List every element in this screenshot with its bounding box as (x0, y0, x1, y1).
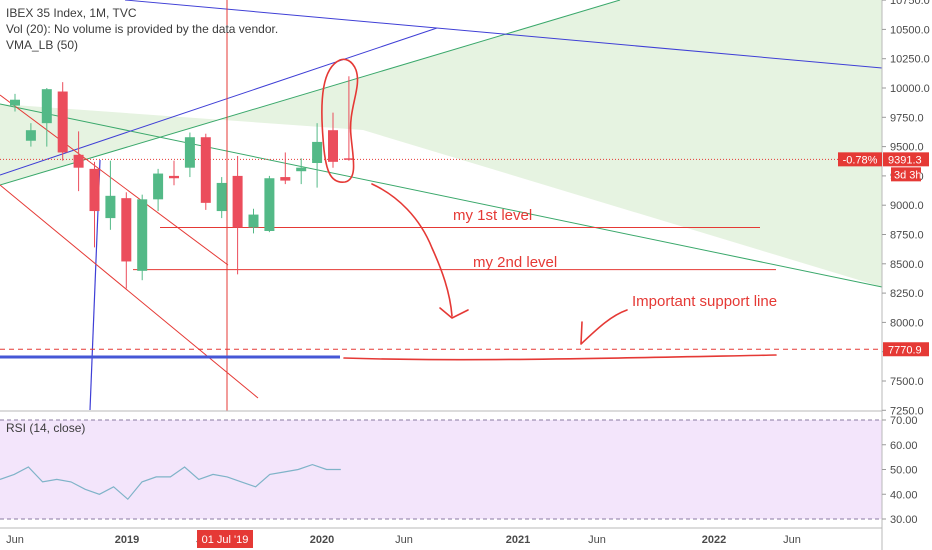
candle-body (280, 177, 291, 181)
red-trendline-upper (0, 94, 229, 266)
time-tick-label: 2021 (506, 534, 530, 546)
support-arrow (580, 309, 628, 345)
legend-rsi: RSI (14, close) (6, 421, 86, 435)
candle-body (216, 182, 227, 212)
time-tick-label: Jun (395, 534, 413, 546)
time-tick-label: Jun (588, 534, 606, 546)
candle-body (328, 130, 338, 162)
last-price-badge (883, 152, 929, 167)
candle-body (153, 173, 164, 200)
crosshair-date-label: 01 Jul '19 (202, 534, 249, 546)
price-tick-label: 8750.0 (890, 230, 924, 242)
candle-body (296, 167, 307, 172)
rsi-tick-label: 30.00 (890, 514, 918, 526)
support-price-label: 7770.9 (888, 344, 922, 356)
label-my-1st-level: my 1st level (453, 207, 532, 224)
change-percent-badge (838, 152, 882, 167)
rsi-band (0, 420, 882, 519)
candle-body (184, 137, 195, 168)
candle-body (137, 199, 148, 271)
crosshair-date-badge (197, 530, 253, 548)
price-tick-label: 8500.0 (890, 259, 924, 271)
candle-body (10, 99, 20, 106)
rsi-line (0, 463, 341, 501)
time-tick-label: 2020 (310, 534, 334, 546)
legend-volume: Vol (20): No volume is provided by the d… (6, 22, 279, 36)
candle-body (25, 130, 36, 141)
candle-body (232, 175, 243, 228)
price-tick-label: 8000.0 (890, 317, 924, 329)
candle-body (264, 178, 275, 231)
candle-body (105, 195, 116, 219)
countdown-label: 3d 3h (894, 169, 922, 181)
price-tick-label: 7250.0 (890, 405, 924, 417)
channel-fill (0, 0, 882, 287)
change-percent-label: -0.78% (843, 154, 878, 166)
legend-symbol: IBEX 35 Index, 1M, TVC (6, 6, 137, 20)
rsi-tick-label: 40.00 (890, 489, 918, 501)
rsi-tick-label: 60.00 (890, 440, 918, 452)
blue-rising-trendline (0, 27, 438, 176)
highlight-circle (321, 58, 359, 183)
label-important-support-line: Important support line (632, 293, 777, 310)
support-underline (343, 354, 777, 361)
channel-upper-line (0, 0, 621, 186)
price-tick-label: 7500.0 (890, 376, 924, 388)
candle-body (121, 198, 132, 262)
legend-vma: VMA_LB (50) (6, 38, 79, 52)
support-price-badge (883, 342, 929, 357)
rsi-tick-label: 70.00 (890, 415, 918, 427)
time-tick-label: 2019 (115, 534, 139, 546)
price-tick-label: 10500.0 (890, 24, 930, 36)
down-arrow-curve (371, 183, 453, 317)
time-tick-label: Jun (783, 534, 801, 546)
time-tick-label: Jun (6, 534, 24, 546)
price-tick-label: 10000.0 (890, 83, 930, 95)
price-tick-label: 10750.0 (890, 0, 930, 7)
blue-falling-trendline (124, 0, 883, 69)
channel-lower-line (0, 103, 883, 288)
candle-body (343, 158, 354, 160)
last-price-label: 9391.3 (888, 154, 922, 166)
time-tick-label: 2022 (702, 534, 726, 546)
candle-body (312, 141, 323, 164)
rsi-tick-label: 50.00 (890, 465, 918, 477)
red-trendline-lower (0, 184, 259, 399)
price-tick-label: 10250.0 (890, 54, 930, 66)
candle-body (57, 91, 68, 153)
price-tick-label: 9500.0 (890, 142, 924, 154)
countdown-badge (891, 167, 921, 182)
candle-body (169, 175, 179, 179)
candle-body (200, 137, 211, 203)
down-arrow-head (439, 307, 469, 319)
label-my-2nd-level: my 2nd level (473, 254, 557, 271)
candle-body (73, 154, 84, 168)
price-tick-label: 8250.0 (890, 288, 924, 300)
price-tick-label: 9750.0 (890, 112, 924, 124)
candle-body (89, 168, 100, 212)
candle-body (41, 89, 52, 124)
price-tick-label: 9000.0 (890, 200, 924, 212)
candle-body (248, 214, 259, 228)
